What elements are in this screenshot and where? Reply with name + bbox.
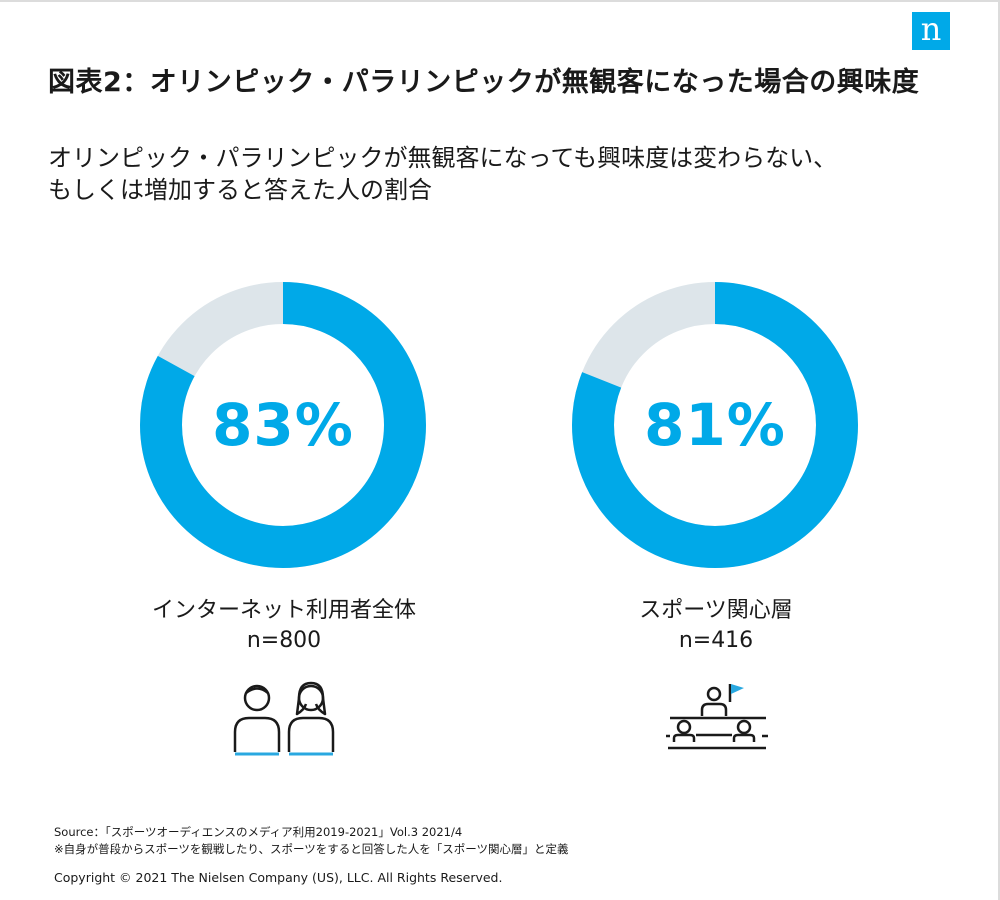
donut-svg	[572, 282, 858, 568]
donut-chart-internet-users: 83%	[138, 280, 428, 570]
donut-value-label: 81%	[644, 391, 786, 459]
copyright-text: Copyright © 2021 The Nielsen Company (US…	[54, 870, 503, 885]
source-note: Source：「スポーツオーディエンスのメディア利用2019-2021」Vol.…	[54, 824, 568, 858]
donut-value-arc	[572, 282, 858, 568]
right-border	[998, 0, 1000, 900]
subtitle-line-2: もしくは増加すると答えた人の割合	[48, 176, 432, 204]
source-text: Source：「スポーツオーディエンスのメディア利用2019-2021」Vol.…	[54, 825, 463, 839]
sample-size: n=416	[678, 628, 754, 653]
subtitle-line-1: オリンピック・パラリンピックが無観客になっても興味度は変わらない、	[48, 144, 838, 172]
top-border	[0, 0, 1000, 2]
segment-name: インターネット利用者全体	[151, 598, 416, 623]
donut-value-arc	[140, 282, 426, 568]
sample-size: n=800	[246, 628, 322, 653]
donut-value-label: 83%	[212, 391, 354, 459]
donut-svg	[140, 282, 426, 568]
segment-label-internet-users: インターネット利用者全体 n=800	[124, 596, 444, 656]
donut-chart-sports-fans: 81%	[570, 280, 860, 570]
two-people-icon	[233, 681, 335, 756]
sports-audience-icon	[666, 684, 768, 750]
nielsen-logo: n	[912, 12, 950, 50]
segment-label-sports-fans: スポーツ関心層 n=416	[556, 596, 876, 656]
segment-name: スポーツ関心層	[639, 598, 793, 623]
chart-subtitle: オリンピック・パラリンピックが無観客になっても興味度は変わらない、 もしくは増加…	[48, 142, 868, 206]
page-title: 図表2：オリンピック・パラリンピックが無観客になった場合の興味度	[48, 67, 920, 98]
definition-note: ※自身が普段からスポーツを観戦したり、スポーツをすると回答した人を「スポーツ関心…	[54, 842, 569, 856]
